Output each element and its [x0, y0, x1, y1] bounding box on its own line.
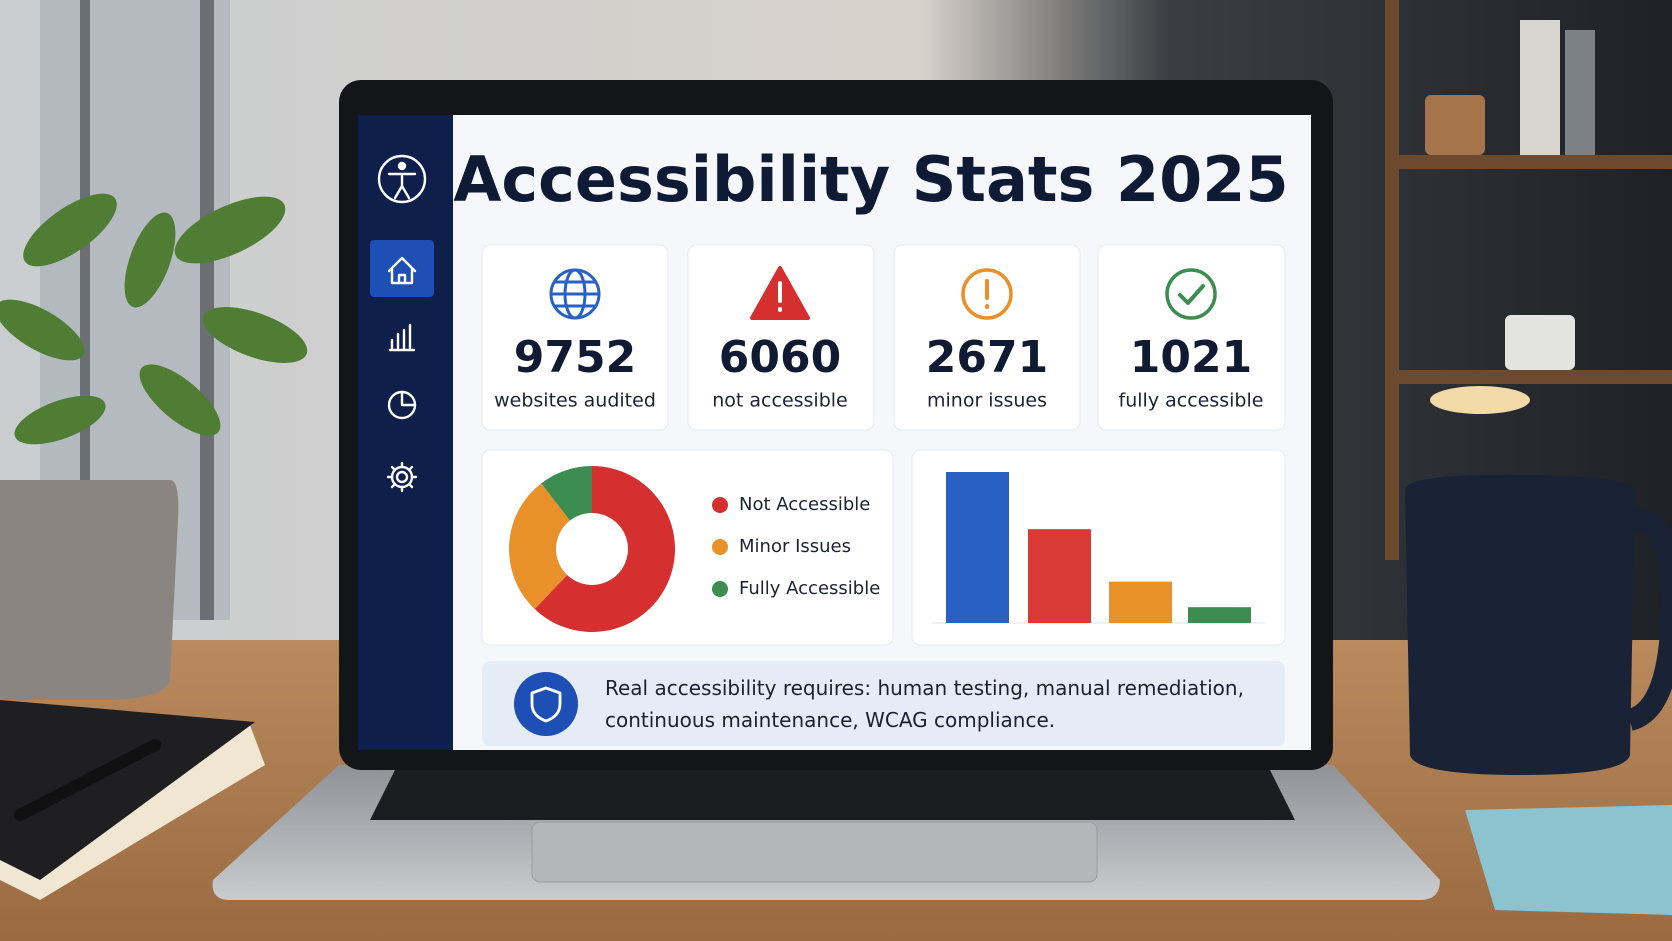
notebook — [0, 700, 265, 900]
shield-icon — [530, 686, 562, 723]
stat-value: 1021 — [1130, 332, 1252, 383]
logo-figure — [387, 172, 417, 200]
leaf — [124, 212, 176, 308]
legend-label: Minor Issues — [739, 536, 851, 557]
card-background — [1097, 244, 1286, 431]
globe-icon — [549, 268, 601, 320]
nav-home-active[interactable] — [370, 240, 434, 297]
stat-label: minor issues — [927, 390, 1047, 412]
bar — [946, 472, 1009, 623]
alert-icon — [961, 268, 1013, 320]
check-mark — [1178, 284, 1205, 305]
check-icon — [1165, 268, 1217, 320]
legend-dot — [712, 539, 728, 555]
shield-badge — [514, 672, 578, 736]
nav-pie-icon[interactable] — [387, 390, 417, 420]
stat-card: 6060 not accessible — [687, 244, 875, 431]
globe-parallels — [551, 280, 599, 308]
legend-dot — [712, 581, 728, 597]
stat-value: 2671 — [926, 332, 1048, 383]
bar — [1028, 529, 1091, 623]
leaf — [0, 299, 85, 361]
pie-slice[interactable] — [400, 390, 417, 407]
donut-segment — [541, 466, 592, 521]
sidebar — [358, 115, 453, 750]
leaf — [14, 395, 106, 445]
bar — [1109, 581, 1172, 623]
accessibility-logo — [377, 154, 427, 204]
mug-body — [1405, 475, 1635, 775]
leaves — [0, 193, 308, 445]
stat-value: 9752 — [514, 332, 636, 383]
gear-hub[interactable] — [395, 470, 409, 484]
nav-settings-icon[interactable] — [386, 461, 418, 493]
legend-dot — [712, 497, 728, 513]
pot — [1425, 95, 1485, 155]
dashboard-title: Accessibility Stats 2025 — [453, 143, 1288, 216]
card-background — [481, 244, 669, 431]
stat-label: websites audited — [494, 390, 656, 412]
shelf-board — [1385, 155, 1672, 169]
notebook-cover — [0, 700, 255, 880]
window-frame — [200, 0, 214, 620]
pot — [1505, 315, 1575, 370]
pen — [14, 739, 161, 821]
lamp-glow — [1430, 386, 1530, 414]
gear-teeth[interactable] — [386, 461, 418, 493]
stat-card: 9752 websites audited — [481, 244, 669, 431]
logo-head — [397, 161, 407, 171]
book — [1520, 20, 1560, 155]
stat-value: 6060 — [719, 332, 841, 383]
stat-card: 2671 minor issues — [893, 244, 1081, 431]
stat-card: 1021 fully accessible — [1097, 244, 1286, 431]
nav-stats-icon[interactable] — [388, 323, 416, 352]
shelf-board — [1385, 370, 1672, 384]
leaf — [202, 307, 308, 363]
legend-label: Fully Accessible — [739, 578, 880, 599]
stat-label: not accessible — [712, 390, 848, 412]
gear-ring[interactable] — [390, 465, 414, 489]
bar-chart — [932, 472, 1265, 624]
bar — [1188, 607, 1251, 623]
leaf — [174, 196, 286, 264]
logo-ring — [377, 154, 427, 204]
legend-label: Not Accessible — [739, 494, 870, 515]
plant-pot — [0, 480, 179, 700]
shelf — [1385, 0, 1672, 560]
card-background — [893, 244, 1081, 431]
window-frame — [80, 0, 90, 620]
card-background — [687, 244, 875, 431]
note-text: Real accessibility requires: human testi… — [605, 676, 1244, 732]
leaf — [139, 364, 221, 436]
donut-segment — [534, 466, 675, 632]
leaf — [23, 193, 117, 267]
keyboard — [370, 770, 1295, 820]
sticky-notes — [1465, 805, 1672, 915]
donut-segment — [509, 483, 570, 609]
donut-chart: Not Accessible Minor Issues Fully Accessib… — [509, 466, 880, 632]
stat-label: fully accessible — [1119, 390, 1264, 412]
note-banner — [482, 661, 1285, 746]
book — [1565, 30, 1595, 155]
trackpad — [531, 821, 1098, 883]
plant — [0, 193, 308, 700]
nav-home-icon[interactable] — [387, 256, 417, 285]
shelf-post — [1385, 0, 1399, 560]
